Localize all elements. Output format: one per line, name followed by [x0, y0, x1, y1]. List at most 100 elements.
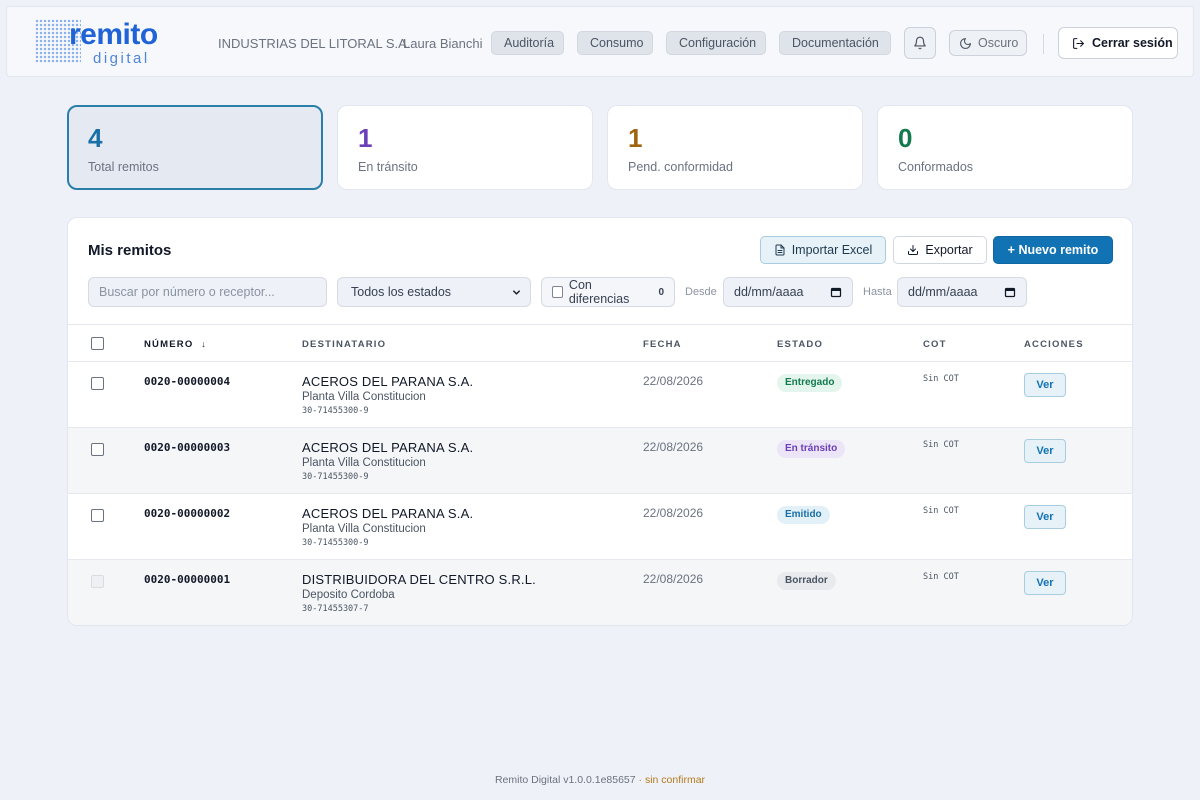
export-button[interactable]: Exportar	[893, 236, 987, 264]
logo-subtitle: digital	[93, 50, 150, 67]
top-navigation-bar: remito digital INDUSTRIAS DEL LITORAL S.…	[6, 6, 1194, 77]
view-button[interactable]: Ver	[1024, 505, 1066, 529]
download-icon	[908, 245, 919, 255]
app-version: Remito Digital v1.0.0.1e85657	[494, 774, 636, 786]
export-label: Exportar	[925, 243, 973, 257]
row-checkbox[interactable]	[91, 443, 104, 456]
column-header-numero[interactable]: NÚMERO ↓	[144, 339, 207, 350]
calendar-icon[interactable]	[1004, 286, 1016, 298]
status-badge: Borrador	[777, 572, 836, 590]
row-checkbox[interactable]	[91, 377, 104, 390]
bell-icon	[914, 36, 926, 50]
remito-date: 22/08/2026	[643, 506, 704, 520]
table-row[interactable]: 0020-00000001 DISTRIBUIDORA DEL CENTRO S…	[68, 560, 1132, 625]
search-input[interactable]: Buscar por número o receptor...	[88, 277, 327, 307]
recipient-plant: Planta Villa Constitucion	[302, 523, 426, 535]
remito-number: 0020-00000001	[144, 573, 231, 586]
differences-count: 0	[658, 286, 664, 298]
calendar-icon[interactable]	[830, 286, 842, 298]
stat-card-en-transito[interactable]: 1 En tránsito	[337, 105, 593, 190]
notifications-button[interactable]	[904, 27, 936, 59]
row-checkbox[interactable]	[91, 509, 104, 522]
to-date-label: Hasta	[863, 286, 892, 298]
dark-mode-toggle[interactable]: Oscuro	[949, 30, 1027, 56]
remito-digital-logo[interactable]: remito digital	[35, 17, 165, 69]
cot-value: Sin COT	[923, 506, 959, 516]
recipient-cell: ACEROS DEL PARANA S.A. Planta Villa Cons…	[302, 506, 473, 548]
view-button[interactable]: Ver	[1024, 439, 1066, 463]
import-excel-label: Importar Excel	[791, 243, 873, 257]
status-badge: En tránsito	[777, 440, 846, 458]
recipient-name: ACEROS DEL PARANA S.A.	[302, 440, 474, 455]
dark-mode-label: Oscuro	[978, 36, 1019, 50]
column-header-acciones: ACCIONES	[1024, 339, 1084, 350]
column-header-estado[interactable]: ESTADO	[777, 339, 824, 350]
nav-consumo-button[interactable]: Consumo	[577, 31, 653, 55]
remito-number: 0020-00000003	[144, 441, 231, 454]
status-badge: Entregado	[777, 374, 843, 392]
recipient-cuit: 30-71455300-9	[302, 406, 369, 416]
to-date-placeholder: dd/mm/aaaa	[908, 285, 978, 299]
new-remito-button[interactable]: + Nuevo remito	[993, 236, 1113, 264]
nav-documentacion-button[interactable]: Documentación	[779, 31, 891, 55]
remito-number: 0020-00000004	[144, 375, 231, 388]
chevron-down-icon	[513, 289, 520, 295]
stat-value: 4	[88, 123, 103, 153]
stat-value: 0	[898, 123, 913, 153]
column-header-label: NÚMERO	[144, 339, 194, 350]
nav-configuracion-button[interactable]: Configuración	[666, 31, 766, 55]
stat-value: 1	[358, 123, 373, 153]
version-status: · sin confirmar	[635, 774, 706, 786]
from-date-input[interactable]: dd/mm/aaaa	[723, 277, 853, 307]
remito-number: 0020-00000002	[144, 507, 231, 520]
differences-filter[interactable]: Con diferencias 0	[541, 277, 675, 307]
remito-date: 22/08/2026	[643, 572, 704, 586]
stat-label: Conformados	[898, 160, 974, 174]
logout-icon	[1073, 37, 1084, 49]
stat-label: Total remitos	[88, 160, 159, 174]
recipient-name: ACEROS DEL PARANA S.A.	[302, 374, 474, 389]
cot-value: Sin COT	[923, 374, 959, 384]
table-header: NÚMERO ↓ DESTINATARIO FECHA ESTADO COT A…	[68, 324, 1132, 362]
sort-desc-icon: ↓	[201, 339, 207, 349]
recipient-cell: DISTRIBUIDORA DEL CENTRO S.R.L. Deposito…	[302, 572, 536, 614]
recipient-cell: ACEROS DEL PARANA S.A. Planta Villa Cons…	[302, 374, 473, 416]
recipient-cuit: 30-71455300-9	[302, 472, 369, 482]
status-select-value: Todos los estados	[351, 285, 452, 299]
column-header-destinatario[interactable]: DESTINATARIO	[302, 339, 387, 350]
cot-value: Sin COT	[923, 440, 959, 450]
select-all-checkbox[interactable]	[91, 337, 104, 350]
view-button[interactable]: Ver	[1024, 373, 1066, 397]
import-excel-button[interactable]: Importar Excel	[760, 236, 886, 264]
header-divider	[1043, 34, 1044, 54]
user-name: Laura Bianchi	[403, 36, 483, 51]
cot-value: Sin COT	[923, 572, 959, 582]
logo-dot-pattern	[35, 19, 81, 63]
differences-checkbox[interactable]	[552, 286, 563, 298]
table-row[interactable]: 0020-00000002 ACEROS DEL PARANA S.A. Pla…	[68, 494, 1132, 560]
from-date-label: Desde	[685, 286, 717, 298]
logo-wordmark: remito	[69, 18, 158, 51]
row-checkbox-disabled	[91, 575, 104, 588]
recipient-plant: Planta Villa Constitucion	[302, 391, 426, 403]
table-row[interactable]: 0020-00000004 ACEROS DEL PARANA S.A. Pla…	[68, 362, 1132, 428]
status-select[interactable]: Todos los estados	[337, 277, 531, 307]
stat-label: En tránsito	[358, 160, 418, 174]
to-date-input[interactable]: dd/mm/aaaa	[897, 277, 1027, 307]
stat-card-total[interactable]: 4 Total remitos	[67, 105, 323, 190]
table-row[interactable]: 0020-00000003 ACEROS DEL PARANA S.A. Pla…	[68, 428, 1132, 494]
remito-date: 22/08/2026	[643, 440, 704, 454]
logout-button[interactable]: Cerrar sesión	[1058, 27, 1178, 59]
panel-title: Mis remitos	[88, 242, 172, 259]
recipient-name: ACEROS DEL PARANA S.A.	[302, 506, 474, 521]
remito-date: 22/08/2026	[643, 374, 704, 388]
recipient-cuit: 30-71455307-7	[302, 604, 369, 614]
column-header-fecha[interactable]: FECHA	[643, 339, 682, 350]
stat-card-pend-conformidad[interactable]: 1 Pend. conformidad	[607, 105, 863, 190]
stat-card-conformados[interactable]: 0 Conformados	[877, 105, 1133, 190]
status-badge: Emitido	[777, 506, 830, 524]
view-button[interactable]: Ver	[1024, 571, 1066, 595]
logout-label: Cerrar sesión	[1092, 36, 1173, 50]
nav-auditoria-button[interactable]: Auditoría	[491, 31, 564, 55]
moon-icon	[960, 37, 971, 49]
